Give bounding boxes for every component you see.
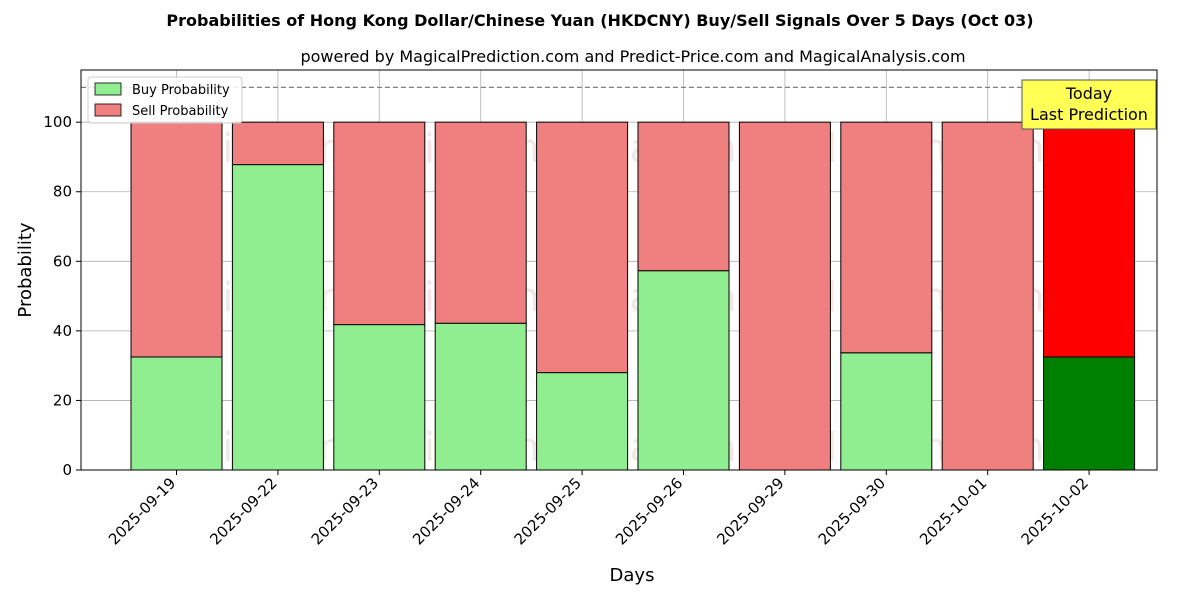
today-annotation: Today Last Prediction <box>1021 79 1157 130</box>
sell-bar <box>231 121 324 166</box>
today-annotation-line-1: Today <box>1065 84 1112 103</box>
buy-bar <box>434 322 527 471</box>
legend-swatch-sell <box>94 103 122 117</box>
plot-frame <box>80 69 1158 471</box>
x-tick-label: 2025-09-22 <box>206 474 280 548</box>
x-axis-label: Days <box>610 565 655 586</box>
x-tick-label: 2025-09-26 <box>612 474 686 548</box>
sell-bar <box>130 121 223 358</box>
legend-label-sell: Sell Probability <box>132 104 229 119</box>
today-annotation-box <box>1021 79 1157 130</box>
y-tick-label: 0 <box>62 461 72 479</box>
x-axis-ticks: 2025-09-19 2025-09-22 2025-09-23 2025-09-24… <box>105 470 1092 548</box>
y-axis-label: Probability <box>15 222 36 317</box>
buy-bar <box>231 164 324 471</box>
sell-bar <box>333 121 426 326</box>
legend-swatch-buy <box>94 82 122 96</box>
buy-bar <box>130 356 223 471</box>
chart-title: Probabilities of Hong Kong Dollar/Chines… <box>166 11 1033 30</box>
sell-bar <box>434 121 527 324</box>
y-tick-label: 80 <box>53 183 72 201</box>
y-axis-ticks: 0 20 40 60 80 100 <box>43 113 81 479</box>
y-tick-label: 40 <box>53 322 72 340</box>
x-tick-label: 2025-10-02 <box>1018 474 1092 548</box>
x-tick-label: 2025-09-23 <box>308 474 382 548</box>
x-tick-label: 2025-10-01 <box>916 474 990 548</box>
buy-bar <box>1043 356 1136 471</box>
legend-box <box>87 76 243 124</box>
sell-bar <box>840 121 933 354</box>
bars-layer <box>130 121 1136 471</box>
sell-bar <box>637 121 730 272</box>
x-tick-label: 2025-09-29 <box>713 474 787 548</box>
sell-bar <box>941 121 1034 471</box>
legend: Buy Probability Sell Probability <box>87 76 243 124</box>
x-tick-label: 2025-09-19 <box>105 474 179 548</box>
x-tick-label: 2025-09-24 <box>409 474 483 548</box>
today-annotation-line-2: Last Prediction <box>1030 105 1148 124</box>
chart-subtitle: powered by MagicalPrediction.com and Pre… <box>300 47 965 66</box>
buy-bar <box>840 352 933 471</box>
y-tick-label: 20 <box>53 391 72 409</box>
buy-bar <box>637 270 730 471</box>
buy-bar <box>536 372 629 471</box>
legend-label-buy: Buy Probability <box>132 83 230 98</box>
sell-bar <box>738 121 831 471</box>
y-tick-label: 100 <box>43 113 72 131</box>
sell-bar <box>1043 121 1136 358</box>
y-tick-label: 60 <box>53 252 72 270</box>
buy-bar <box>333 324 426 471</box>
x-tick-label: 2025-09-25 <box>511 474 585 548</box>
x-tick-label: 2025-09-30 <box>815 474 889 548</box>
sell-bar <box>536 121 629 374</box>
